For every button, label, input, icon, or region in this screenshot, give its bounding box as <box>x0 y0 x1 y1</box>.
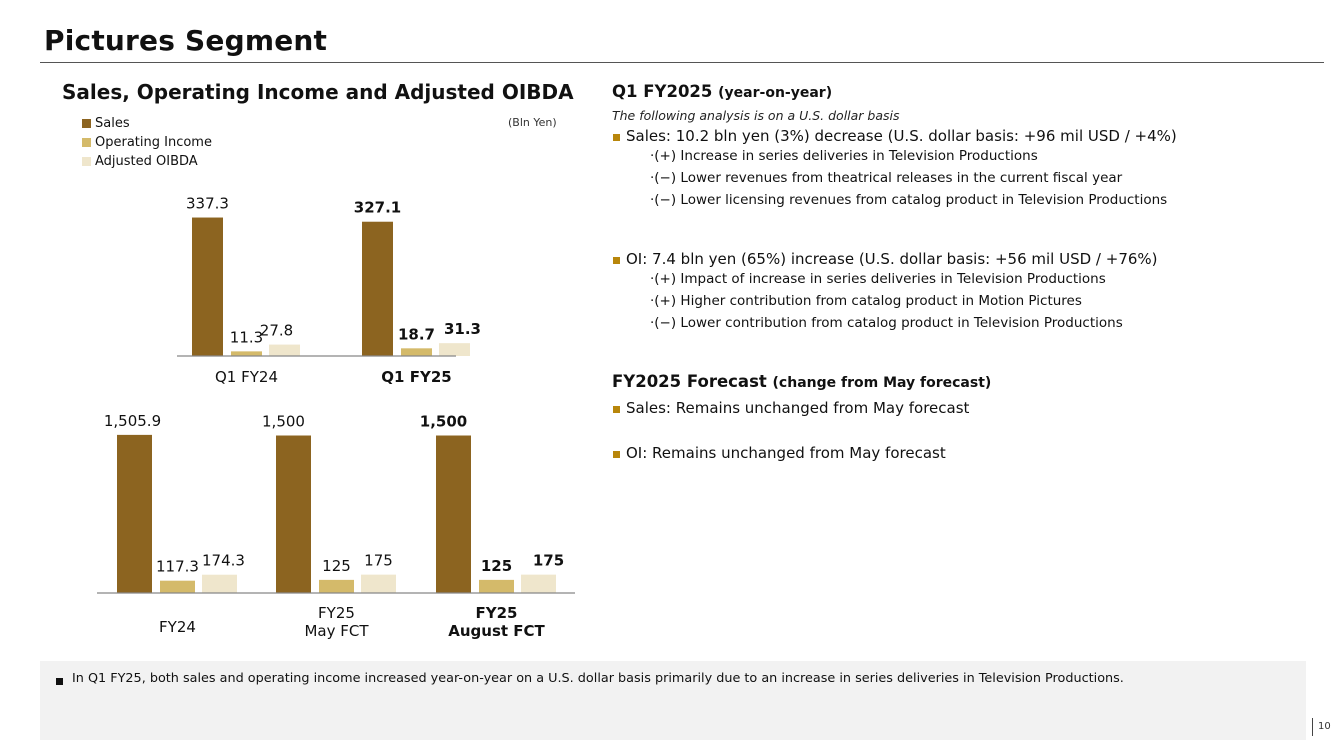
legend-swatch-operating-income <box>82 138 91 147</box>
bar-operating-income <box>401 348 432 356</box>
data-label-adjusted-oibda: 31.3 <box>444 320 481 338</box>
bar-charts: 337.3 327.1 11.3 18.7 27.8 31.3 Q1 FY24 Q1 FY25… <box>97 195 575 640</box>
data-label-sales: 337.3 <box>186 195 229 213</box>
bar-adjusted-oibda <box>439 343 470 356</box>
bar-sales <box>276 435 311 593</box>
legend-swatch-sales <box>82 119 91 128</box>
bar-adjusted-oibda <box>361 574 396 593</box>
data-label-operating-income: 11.3 <box>230 328 263 346</box>
q1-section-title: Q1 FY2025 (year-on-year) <box>612 82 1312 101</box>
x-tick-label: Q1 FY25 <box>381 368 451 386</box>
data-label-operating-income: 125 <box>481 557 512 575</box>
data-label-operating-income: 117.3 <box>156 558 199 576</box>
x-tick-label: August FCT <box>448 622 545 640</box>
q1-sales-detail: ·(+) Increase in series deliveries in Te… <box>650 148 1038 164</box>
page-title: Pictures Segment <box>44 24 328 57</box>
legend-item-sales: Sales <box>82 114 212 133</box>
x-tick-label: FY25 <box>476 604 518 622</box>
legend-label-operating-income: Operating Income <box>95 135 212 150</box>
data-label-adjusted-oibda: 175 <box>364 552 393 570</box>
legend-item-operating-income: Operating Income <box>82 133 212 152</box>
chart-legend: Sales Operating Income Adjusted OIBDA <box>82 114 212 171</box>
x-tick-label: FY24 <box>159 618 196 636</box>
q1-oi-bullet: OI: 7.4 bln yen (65%) increase (U.S. dol… <box>612 250 1312 268</box>
data-label-operating-income: 125 <box>322 557 351 575</box>
analysis-panel: Q1 FY2025 (year-on-year) The following a… <box>612 82 1312 462</box>
footer-bullet-icon <box>56 678 63 685</box>
x-tick-label: FY25 <box>318 604 355 622</box>
legend-swatch-adjusted-oibda <box>82 157 91 166</box>
data-label-sales: 327.1 <box>354 199 401 217</box>
q1-oi-details: ·(+) Impact of increase in series delive… <box>612 268 1312 334</box>
bar-operating-income <box>160 580 195 593</box>
legend-item-adjusted-oibda: Adjusted OIBDA <box>82 152 212 171</box>
q1-sales-bullet: Sales: 10.2 bln yen (3%) decrease (U.S. … <box>612 127 1312 145</box>
x-tick-label: May FCT <box>304 622 369 640</box>
forecast-sales-bullet: Sales: Remains unchanged from May foreca… <box>612 399 1312 417</box>
data-label-sales: 1,500 <box>262 413 305 431</box>
q1-subtitle: (year-on-year) <box>718 85 833 101</box>
data-label-sales: 1,505.9 <box>104 412 161 430</box>
summary-footer: In Q1 FY25, both sales and operating inc… <box>40 661 1306 740</box>
data-label-sales: 1,500 <box>420 413 467 431</box>
title-divider <box>40 62 1324 63</box>
forecast-subtitle: (change from May forecast) <box>772 375 992 391</box>
bar-operating-income <box>319 579 354 593</box>
bar-sales <box>362 221 393 356</box>
bar-adjusted-oibda <box>269 344 300 356</box>
q1-oi-detail: ·(+) Higher contribution from catalog pr… <box>650 293 1082 309</box>
bar-sales <box>192 217 223 356</box>
bar-sales <box>117 434 152 593</box>
q1-title: Q1 FY2025 <box>612 82 713 101</box>
footer-summary-text: In Q1 FY25, both sales and operating inc… <box>72 671 1124 686</box>
data-label-operating-income: 18.7 <box>398 325 435 343</box>
data-label-adjusted-oibda: 174.3 <box>202 552 245 570</box>
q1-basis-note: The following analysis is on a U.S. doll… <box>612 108 900 123</box>
forecast-section-title: FY2025 Forecast (change from May forecas… <box>612 372 1312 391</box>
forecast-oi-bullet: OI: Remains unchanged from May forecast <box>612 444 1312 462</box>
bar-adjusted-oibda <box>521 574 556 593</box>
chart-unit-label: (Bln Yen) <box>508 116 557 129</box>
bar-operating-income <box>231 351 262 356</box>
forecast-title: FY2025 Forecast <box>612 372 767 391</box>
page-number-divider <box>1312 718 1313 736</box>
x-tick-label: Q1 FY24 <box>215 368 278 386</box>
q1-oi-detail: ·(+) Impact of increase in series delive… <box>650 271 1106 287</box>
bar-sales <box>436 435 471 593</box>
q1-sales-detail: ·(−) Lower revenues from theatrical rele… <box>650 170 1123 186</box>
legend-label-sales: Sales <box>95 116 130 131</box>
page-number: 10 <box>1318 721 1331 732</box>
bar-adjusted-oibda <box>202 574 237 593</box>
q1-oi-detail: ·(−) Lower contribution from catalog pro… <box>650 315 1123 331</box>
chart-heading: Sales, Operating Income and Adjusted OIB… <box>62 80 574 104</box>
q1-sales-details: ·(+) Increase in series deliveries in Te… <box>612 145 1312 211</box>
data-label-adjusted-oibda: 27.8 <box>260 322 293 340</box>
bar-operating-income <box>479 579 514 593</box>
q1-sales-detail: ·(−) Lower licensing revenues from catal… <box>650 192 1168 208</box>
data-label-adjusted-oibda: 175 <box>533 552 564 570</box>
legend-label-adjusted-oibda: Adjusted OIBDA <box>95 154 198 169</box>
